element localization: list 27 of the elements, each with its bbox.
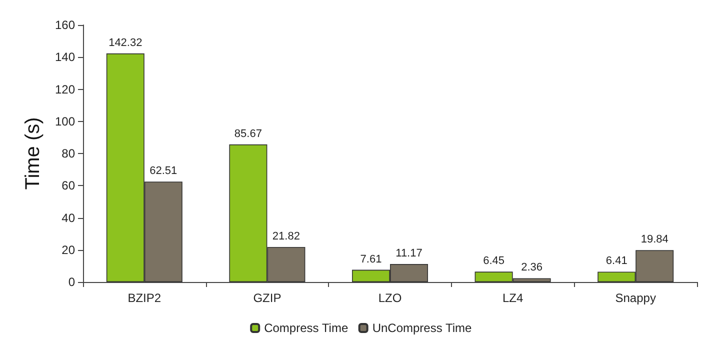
y-tick-label: 20 [62,242,76,257]
y-axis-title: Time (s) [22,117,44,190]
data-label: 142.32 [108,36,142,49]
data-label: 19.84 [640,234,668,246]
data-label: 85.67 [234,128,262,140]
y-tick-label: 120 [54,82,76,96]
y-tick-label: 80 [62,146,76,160]
x-tick-label: BZIP2 [128,291,162,305]
x-tick-label: Snappy [615,291,656,305]
data-label: 6.41 [606,255,628,268]
y-tick-label: 60 [62,178,76,193]
x-tick-label: LZ4 [502,291,524,305]
y-tick-label: 140 [54,50,76,64]
x-tick-label: LZO [378,291,402,305]
data-label: 11.17 [396,248,422,260]
y-tick-label: 160 [54,18,76,32]
x-tick-label: GZIP [253,291,282,305]
data-label: 6.45 [483,255,505,268]
y-tick-label: 100 [54,114,76,128]
data-label: 7.61 [360,253,382,266]
legend-label: Compress Time [264,321,348,335]
legend-label: UnCompress Time [372,321,472,335]
y-tick-label: 40 [62,210,76,225]
data-label: 21.82 [272,230,300,242]
data-label: 62.51 [150,165,178,178]
data-label: 2.36 [521,262,543,274]
y-tick-label: 0 [68,275,76,289]
